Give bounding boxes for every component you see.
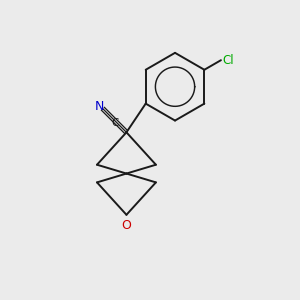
Text: O: O — [122, 219, 131, 232]
Text: C: C — [112, 118, 119, 128]
Text: Cl: Cl — [222, 54, 234, 67]
Text: N: N — [94, 100, 104, 113]
